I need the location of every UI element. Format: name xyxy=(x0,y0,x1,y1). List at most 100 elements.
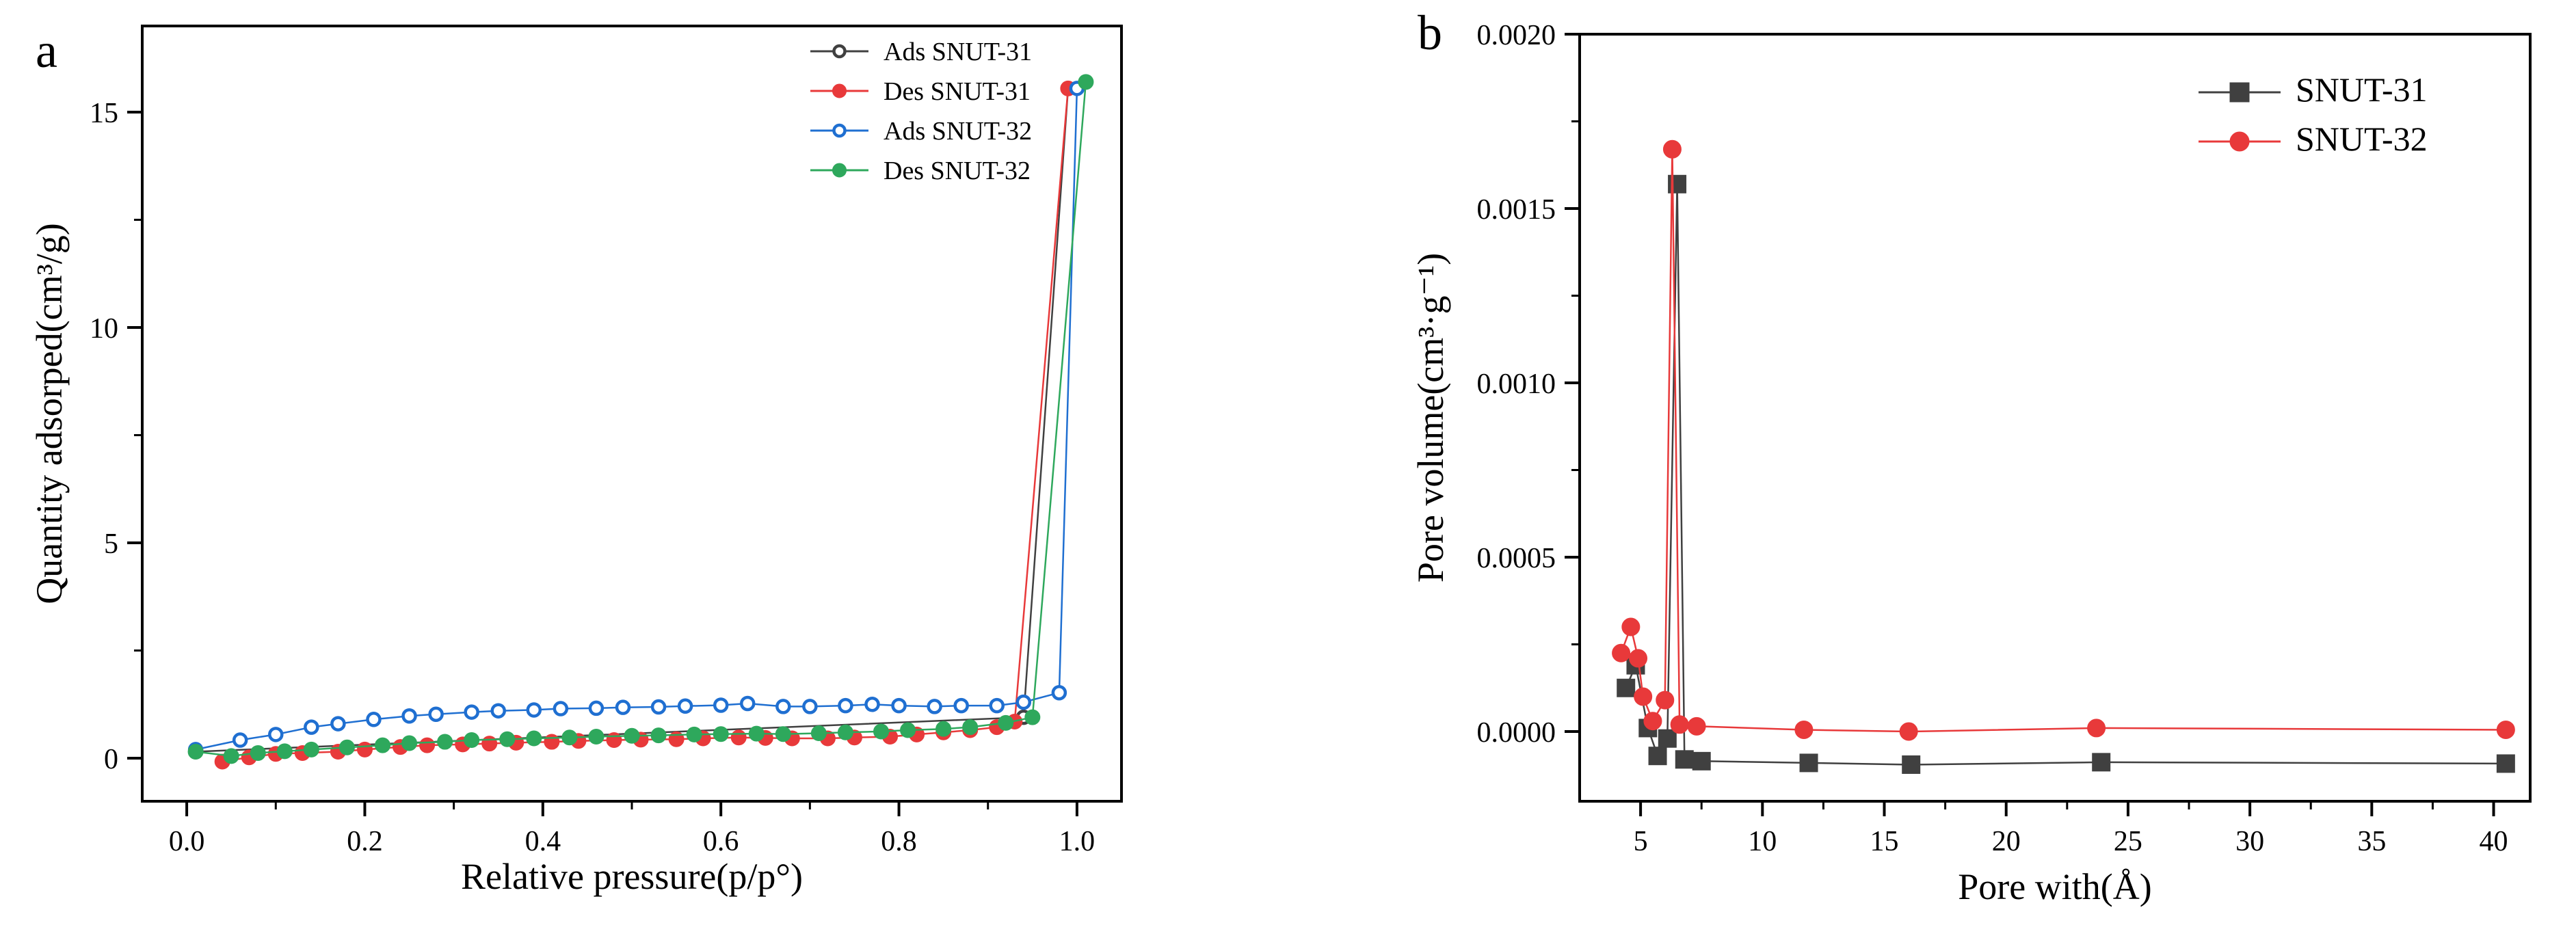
panel-a-series-ads-snut-32-point xyxy=(304,719,319,735)
panel-a-series-des-snut-32-point xyxy=(873,723,890,740)
panel-b-x-axis-title: Pore with(Å) xyxy=(1958,866,2151,907)
panel-a-series-des-snut-32-point xyxy=(650,727,667,744)
panel-a-series-des-snut-32-point xyxy=(223,748,239,764)
panel-b-x-tick-label: 35 xyxy=(2357,826,2386,857)
panel-a-x-tick-label: 0.6 xyxy=(703,826,739,857)
panel-a-legend-marker xyxy=(832,83,847,98)
panel-b-series-snut-31-point xyxy=(1675,750,1694,769)
panel-a-series-des-snut-32-point xyxy=(464,732,480,749)
panel-a-series-des-snut-32-point xyxy=(1024,709,1041,725)
panel-b-series-snut-32-point xyxy=(1643,712,1662,731)
panel-a-series-des-snut-32-point xyxy=(686,726,702,742)
panel-a-series-ads-snut-32-point xyxy=(1051,684,1067,701)
panel-a-y-tick-label: 15 xyxy=(90,98,118,129)
panel-a-x-tick-label: 0.4 xyxy=(525,826,561,857)
panel-b-legend-marker xyxy=(2229,131,2250,152)
panel-b-series-snut-31-point xyxy=(1799,753,1818,773)
panel-a-series-ads-snut-32-point xyxy=(989,697,1005,714)
panel-a-legend-marker xyxy=(832,163,847,178)
panel-a-legend-marker xyxy=(832,44,847,59)
panel-b-x-tick-label: 30 xyxy=(2235,826,2264,857)
panel-a-series-des-snut-32-point xyxy=(526,730,542,747)
panel-b-legend-label: SNUT-31 xyxy=(2296,70,2428,109)
panel-a-series-ads-snut-32-point xyxy=(232,732,248,748)
panel-a-series-des-snut-32-point xyxy=(499,731,516,747)
panel-a-series-ads-snut-32-point xyxy=(268,727,284,742)
panel-b-series-snut-32-point xyxy=(1621,617,1641,636)
panel-b-x-tick-label: 10 xyxy=(1748,826,1777,857)
panel-a-series-ads-snut-32-point xyxy=(1015,694,1032,710)
panel-a-series-ads-snut-32-point xyxy=(838,697,853,714)
panel-a-series-des-snut-32-point xyxy=(900,722,916,738)
panel-a-legend-marker xyxy=(832,123,847,138)
panel-a-series-des-snut-32-point xyxy=(374,737,390,753)
panel-a-series-ads-snut-31-line xyxy=(196,88,1070,753)
panel-a-series-ads-snut-32-point xyxy=(713,697,729,713)
panel-a-series-ads-snut-32-point xyxy=(677,698,693,714)
panel-b-frame xyxy=(1578,33,2532,803)
panel-a-series-des-snut-31-point xyxy=(544,734,560,750)
panel-b-series-snut-31-point xyxy=(2496,754,2515,773)
panel-b-series-snut-31-point xyxy=(1617,678,1636,697)
panel-b-legend-marker xyxy=(2229,82,2250,103)
panel-a-x-tick-label: 0.8 xyxy=(881,826,917,857)
panel-b-series-snut-32-point xyxy=(1629,649,1648,668)
panel-a-series-des-snut-32-point xyxy=(1078,74,1094,90)
panel-a-series-des-snut-32-point xyxy=(276,743,293,760)
panel-b-legend-label: SNUT-32 xyxy=(2296,120,2428,158)
panel-b-series-snut-32-point xyxy=(1670,715,1689,734)
panel-b-y-tick-label: 0.0015 xyxy=(1477,194,1556,226)
panel-a-series-ads-snut-32-point xyxy=(526,702,542,718)
panel-a-series-ads-snut-32-point xyxy=(490,703,506,719)
panel-a-series-ads-snut-32-point xyxy=(891,697,907,714)
panel-b-series-snut-32-point xyxy=(2087,719,2106,738)
panel-a-series-des-snut-31-point xyxy=(481,736,498,752)
panel-a-legend-label: Des SNUT-31 xyxy=(884,77,1031,106)
panel-a-series-des-snut-31-point xyxy=(606,732,622,749)
panel-b-y-tick-label: 0.0000 xyxy=(1477,717,1556,749)
panel-b-series-snut-32-point xyxy=(1662,139,1682,159)
panel-a-series-des-snut-31-line xyxy=(222,88,1070,763)
chart-b: 5 10 15 20 25 30 35 40 0.0000 0.0005 0.0010 0.0015 0… xyxy=(1410,20,2532,907)
panel-a-series-des-snut-31-point xyxy=(730,729,747,746)
panel-a-series-des-snut-32-point xyxy=(748,725,765,742)
panel-b-series-snut-32-point xyxy=(1612,643,1631,662)
panel-a-y-tick-label: 0 xyxy=(104,744,118,775)
panel-a-legend-label: Ads SNUT-31 xyxy=(884,38,1032,66)
panel-a-series-des-snut-31-point xyxy=(419,737,436,753)
panel-b-y-tick-label: 0.0005 xyxy=(1477,543,1556,574)
panel-a-series-des-snut-32-point xyxy=(962,719,979,736)
panel-a-series-ads-snut-32-point xyxy=(739,695,756,712)
panel-a-series-ads-snut-32-point xyxy=(650,699,667,715)
panel-a-series-des-snut-32-point xyxy=(303,741,319,758)
panel-a-series-des-snut-32-point xyxy=(624,727,640,744)
panel-a-y-axis-title: Quantity adsorped(cm³/g) xyxy=(29,223,70,604)
panel-b-series-snut-32-point xyxy=(1687,716,1706,736)
panel-a-x-tick-label: 0.2 xyxy=(347,826,383,857)
panel-a-series-ads-snut-32-point xyxy=(775,699,791,714)
panel-a-series-ads-snut-32-point xyxy=(553,701,569,716)
panel-a-series-des-snut-32-point xyxy=(250,745,266,761)
panel-a-series-des-snut-32-point xyxy=(713,726,729,742)
panel-a-y-tick-label: 5 xyxy=(104,528,118,560)
panel-a-series-des-snut-32-point xyxy=(935,721,952,737)
panel-b-series-snut-32-point xyxy=(2496,720,2515,739)
panel-a-legend-label: Des SNUT-32 xyxy=(884,157,1031,185)
panel-a-series-ads-snut-32-point xyxy=(428,706,444,722)
panel-a-series-des-snut-31-point xyxy=(356,741,373,758)
panel-a-y-tick-label: 10 xyxy=(90,313,118,345)
panel-a-series-ads-snut-32-point xyxy=(464,704,479,720)
panel-a-series-des-snut-32-point xyxy=(775,726,791,742)
panel-b-series-snut-32-point xyxy=(1899,722,1918,741)
panel-b-series-snut-31-point xyxy=(1658,729,1677,748)
panel-a-series-ads-snut-32-point xyxy=(802,699,818,714)
panel-b-series-snut-32-line xyxy=(1620,149,2506,733)
panel-a-series-des-snut-32-point xyxy=(998,714,1014,731)
panel-a-series-des-snut-32-point xyxy=(588,729,605,745)
panel-a-series-ads-snut-32-point xyxy=(366,712,382,727)
panel-a-series-ads-snut-32-point xyxy=(401,708,417,724)
panel-a-x-tick-label: 1.0 xyxy=(1059,826,1096,857)
panel-a-series-ads-snut-32-line xyxy=(195,88,1078,751)
panel-a-series-des-snut-32-point xyxy=(401,735,418,751)
